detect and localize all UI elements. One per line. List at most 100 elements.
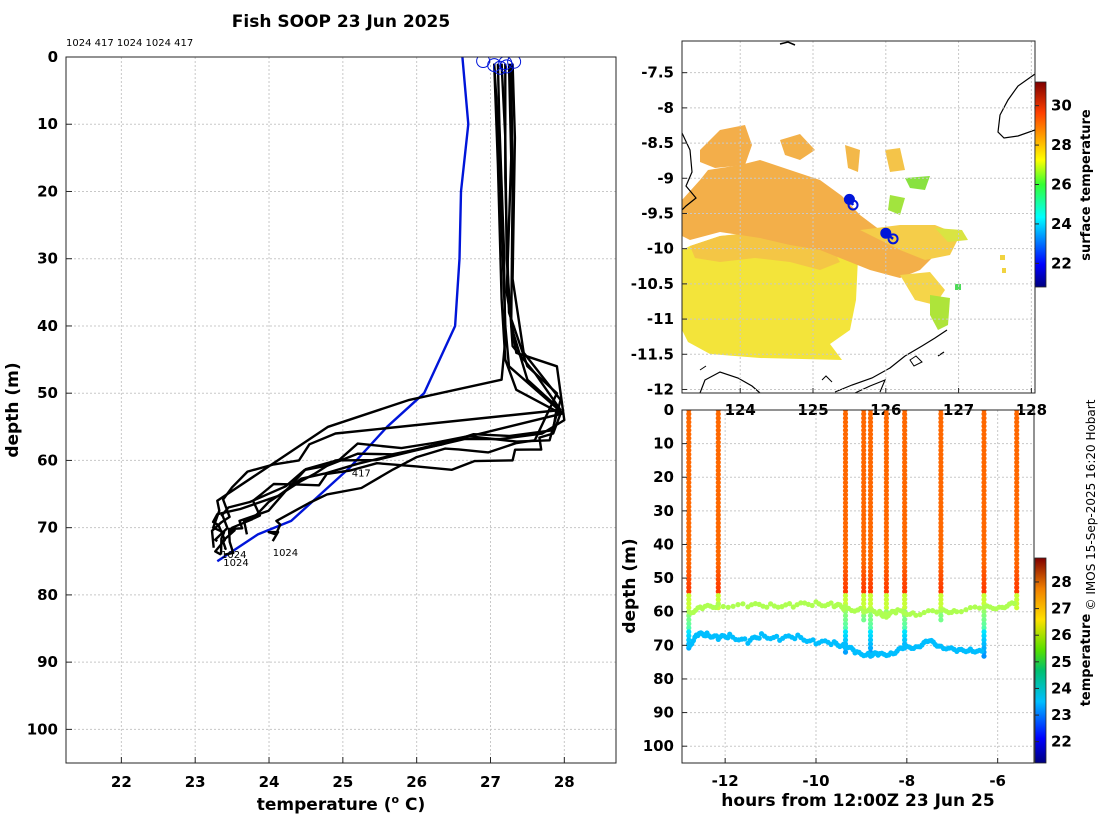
section-point — [861, 504, 867, 510]
section-point — [842, 488, 849, 494]
section-point — [715, 597, 721, 603]
section-point — [1014, 568, 1020, 575]
section-point — [883, 492, 890, 498]
section-colorbar-tick-label: 27 — [1051, 600, 1072, 618]
section-point — [1014, 427, 1020, 433]
section-point — [883, 544, 890, 550]
section-point — [902, 605, 908, 611]
section-point — [883, 564, 890, 570]
section-point — [1014, 532, 1020, 538]
section-point — [883, 605, 890, 611]
section-point — [842, 431, 849, 437]
section-point — [715, 459, 721, 465]
section-point — [842, 617, 849, 623]
section-point — [842, 528, 849, 534]
section-point — [938, 492, 944, 498]
section-point — [867, 492, 874, 498]
section-point — [1014, 564, 1020, 570]
section-ytick-label: 80 — [653, 670, 674, 688]
section-point — [861, 524, 867, 530]
section-point — [686, 463, 692, 470]
section-point — [686, 504, 692, 510]
section-point — [686, 476, 692, 482]
section-point — [867, 544, 874, 550]
section-point — [867, 415, 874, 421]
section-point — [861, 528, 867, 534]
section-point — [686, 419, 692, 425]
section-point — [686, 508, 692, 514]
section-point — [883, 568, 890, 575]
section-xtick-label: -6 — [989, 772, 1006, 790]
section-point — [938, 516, 944, 522]
section-point — [883, 447, 890, 453]
section-point — [867, 629, 874, 635]
section-point — [981, 492, 987, 498]
section-point — [902, 637, 908, 643]
section-point — [883, 508, 890, 514]
section-point — [981, 415, 987, 421]
section-point — [867, 601, 874, 607]
map-colorbar-tick-label: 24 — [1051, 215, 1072, 233]
section-point — [981, 423, 987, 429]
section-point — [861, 556, 867, 562]
section-point — [842, 463, 849, 470]
section-point-lower — [979, 648, 985, 654]
section-point — [938, 572, 944, 579]
section-point — [861, 572, 867, 579]
section-point — [981, 451, 987, 457]
section-point — [902, 427, 908, 433]
section-point — [715, 463, 721, 470]
section-point — [883, 597, 890, 603]
section-point — [842, 621, 849, 627]
section-point — [686, 568, 692, 575]
section-point — [686, 451, 692, 457]
section-point — [842, 629, 849, 635]
section-point — [981, 471, 987, 478]
section-point — [902, 532, 908, 538]
section-point — [938, 584, 944, 591]
section-point — [883, 476, 890, 482]
profile-ytick-label: 0 — [48, 48, 58, 66]
section-point — [938, 419, 944, 425]
section-point — [686, 580, 692, 587]
section-point — [938, 568, 944, 575]
section-point — [686, 572, 692, 579]
section-point — [861, 564, 867, 570]
profile-xtick-label: 27 — [480, 773, 501, 791]
section-point-upper — [764, 604, 770, 610]
section-point — [842, 576, 849, 583]
section-point — [867, 564, 874, 570]
section-point — [842, 520, 849, 526]
section-point — [902, 476, 908, 482]
section-point — [861, 548, 867, 554]
section-point — [861, 455, 867, 461]
section-point — [981, 411, 987, 417]
section-point — [883, 576, 890, 583]
section-point — [861, 544, 867, 550]
section-point — [715, 548, 721, 554]
section-point — [938, 613, 944, 619]
section-point — [938, 443, 944, 449]
section-point — [715, 572, 721, 579]
section-point — [883, 488, 890, 494]
section-ytick-label: 70 — [653, 636, 674, 654]
map-colorbar-ticks: 22 24 26 28 30 — [1035, 97, 1072, 272]
section-point — [867, 540, 874, 546]
section-point — [861, 476, 867, 482]
section-point — [861, 576, 867, 583]
section-point — [938, 500, 944, 506]
section-point — [867, 560, 874, 566]
section-ticks: -12 -10 -8 -6 0 10 20 30 40 50 60 70 80 90 100 — [643, 401, 1006, 790]
section-colorbar — [1034, 557, 1047, 764]
profile-ytick-label: 100 — [27, 720, 58, 738]
section-point — [842, 455, 849, 461]
profile-point-label: 1024 — [273, 548, 298, 559]
surface-marker — [507, 57, 522, 69]
section-point-lower — [810, 637, 816, 643]
section-point — [938, 512, 944, 518]
section-point — [686, 431, 692, 437]
section-point — [715, 427, 721, 433]
section-point — [686, 435, 692, 441]
section-point — [981, 641, 987, 647]
section-point — [861, 508, 867, 514]
